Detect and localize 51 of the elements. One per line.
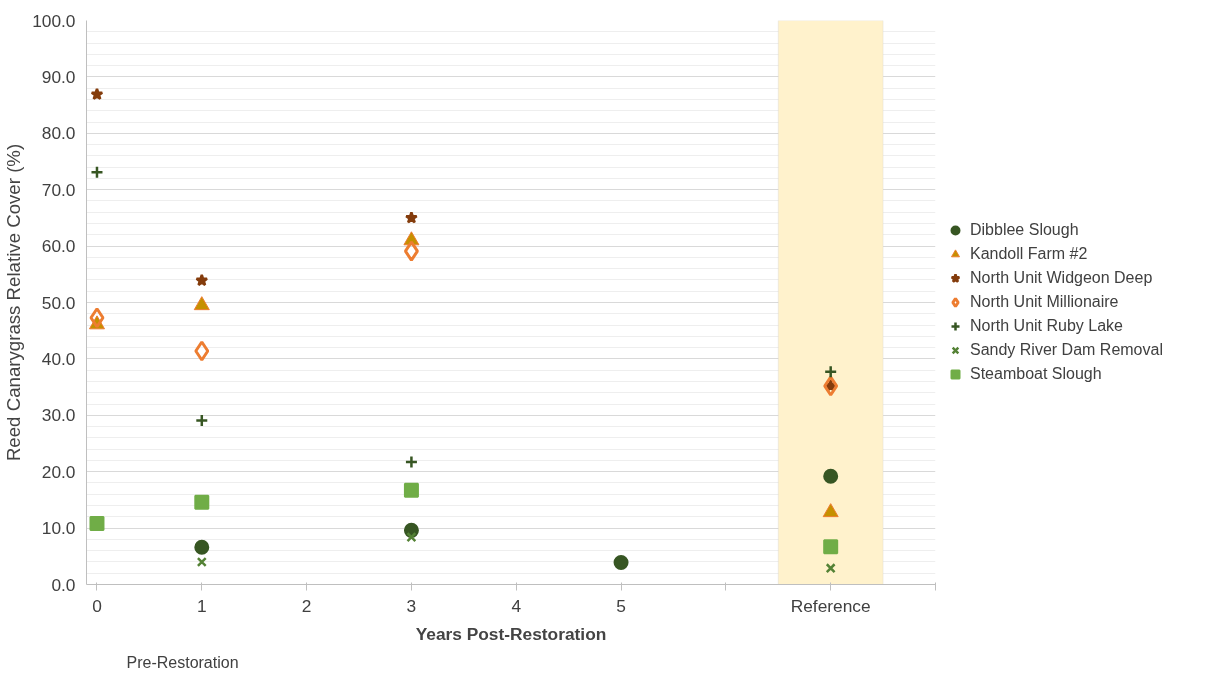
point [825, 563, 836, 574]
y-tick-label: 0.0 [51, 574, 76, 595]
legend-label: Steamboat Slough [970, 365, 1102, 383]
point [823, 365, 838, 379]
x-tick-label: 5 [616, 595, 626, 616]
point [89, 516, 105, 532]
x-axis-title: Years Post-Restoration [415, 623, 607, 644]
point [823, 375, 839, 397]
y-tick-label: 80.0 [41, 123, 76, 144]
y-axis-title: Reed Canarygrass Relative Cover (%) [3, 143, 25, 462]
legend-label: North Unit Millionaire [970, 293, 1119, 311]
x-tick-label: 1 [196, 595, 207, 616]
point [193, 296, 210, 311]
point [195, 413, 209, 428]
text: Pre-Restoration [126, 653, 239, 671]
x-tick-label: 3 [406, 595, 417, 616]
point [89, 307, 105, 329]
legend-label: North Unit Ruby Lake [970, 317, 1123, 335]
point [194, 340, 210, 362]
point [90, 165, 104, 179]
point [404, 211, 418, 224]
point [196, 556, 207, 568]
x-tick-label: 0 [92, 595, 102, 616]
point [90, 87, 104, 101]
x-tick-label: 2 [301, 595, 312, 616]
point [194, 494, 210, 510]
legend-label: Kandoll Farm #2 [970, 245, 1088, 263]
y-tick-label: 90.0 [41, 66, 76, 87]
x-tick-label: 4 [511, 595, 522, 616]
y-tick-label: 30.0 [41, 405, 76, 426]
legend-label: North Unit Widgeon Deep [970, 269, 1153, 287]
y-tick-label: 10.0 [41, 518, 76, 539]
point [823, 468, 839, 484]
y-tick-label: 20.0 [41, 461, 76, 482]
y-tick-label: 60.0 [41, 236, 76, 257]
point [195, 273, 209, 287]
point [403, 482, 419, 498]
point [404, 455, 419, 469]
point [403, 240, 419, 262]
y-tick-label: 70.0 [41, 179, 76, 200]
point [194, 539, 210, 555]
y-tick-label: 100.0 [32, 10, 76, 31]
point [822, 503, 839, 518]
x-tick-label: Reference [790, 595, 871, 616]
y-tick-label: 50.0 [41, 292, 76, 313]
point [406, 531, 417, 543]
point [613, 555, 629, 570]
legend-label: Dibblee Slough [970, 221, 1079, 239]
legend-label: Sandy River Dam Removal [970, 341, 1163, 359]
point [823, 539, 839, 555]
y-tick-label: 40.0 [41, 348, 76, 369]
